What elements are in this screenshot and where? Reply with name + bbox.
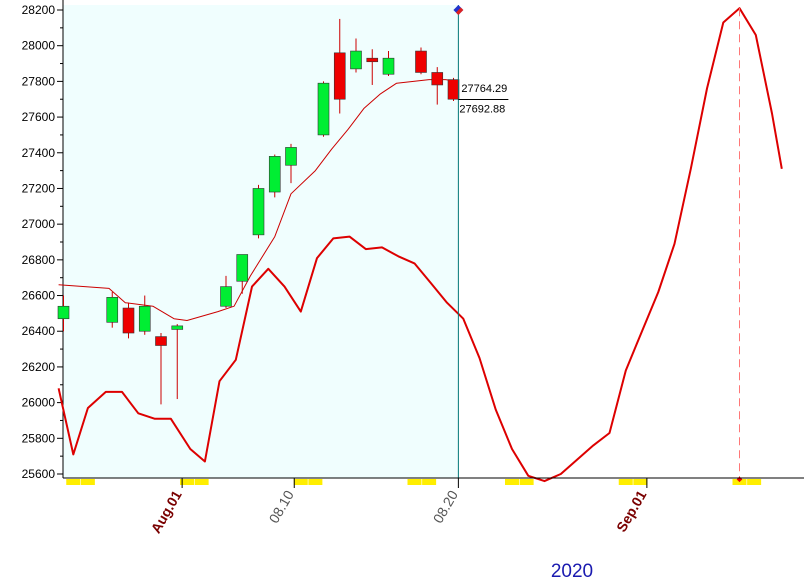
candle-body	[382, 57, 395, 75]
weekend-marker	[180, 479, 194, 485]
y-tick-label: 27600	[22, 110, 56, 124]
weekend-marker	[80, 479, 95, 485]
weekend-marker	[618, 479, 633, 485]
candle-body	[415, 50, 427, 73]
indicator-line	[58, 79, 459, 321]
candle-body	[317, 82, 330, 136]
weekend-markers	[66, 479, 762, 485]
price-readouts: 27764.29 27692.88	[458, 83, 509, 116]
y-tick-label: 26800	[22, 253, 56, 267]
candle-body	[138, 305, 151, 332]
y-tick-label: 27200	[22, 181, 56, 195]
y-tick-label: 28200	[22, 3, 56, 17]
history-shaded-region	[63, 5, 459, 478]
candle-body	[57, 305, 70, 320]
candle-body	[122, 307, 135, 334]
candle-body	[268, 156, 281, 193]
y-tick-label: 26600	[22, 289, 56, 303]
weekend-marker	[293, 479, 308, 485]
year-label: 2020	[551, 561, 593, 580]
indicator-lines	[57, 7, 783, 483]
candle-body	[350, 50, 362, 70]
weekend-marker	[422, 479, 437, 485]
candle-body	[333, 52, 346, 100]
y-tick-label: 25600	[22, 467, 56, 481]
candle-body	[431, 72, 444, 86]
y-tick-label: 26400	[22, 324, 56, 338]
candle-body	[366, 57, 379, 63]
y-tick-label: 28000	[22, 39, 56, 53]
candle-body	[106, 297, 119, 323]
weekend-marker	[747, 479, 762, 485]
candle-body	[285, 147, 297, 166]
weekend-marker	[66, 479, 81, 485]
weekend-marker	[308, 479, 323, 485]
indicator-line	[57, 7, 783, 483]
y-tick-label: 27800	[22, 74, 56, 88]
price-readout-upper: 27764.29	[461, 83, 507, 95]
weekend-marker	[633, 479, 648, 485]
candle-body	[236, 254, 249, 282]
price-readout-lower: 27692.88	[459, 104, 505, 116]
y-tick-label: 26200	[22, 360, 56, 374]
y-tick-label: 26000	[22, 396, 56, 410]
candle-body	[220, 286, 232, 307]
candle-body	[252, 188, 265, 236]
cursor-marker-right	[455, 7, 464, 15]
weekend-marker	[194, 479, 209, 485]
candle-body	[155, 336, 167, 346]
weekend-marker	[519, 479, 534, 485]
weekend-marker	[505, 479, 519, 485]
candle-body	[447, 79, 460, 100]
y-axis: 25600 25800 26000 26200 26400 26600 26800 27000…	[22, 0, 64, 481]
y-tick-label: 25800	[22, 431, 56, 445]
candle-body	[171, 325, 184, 330]
weekend-marker	[407, 479, 422, 485]
candles	[57, 18, 460, 405]
y-tick-label: 27400	[22, 146, 56, 160]
y-tick-label: 27000	[22, 217, 56, 231]
